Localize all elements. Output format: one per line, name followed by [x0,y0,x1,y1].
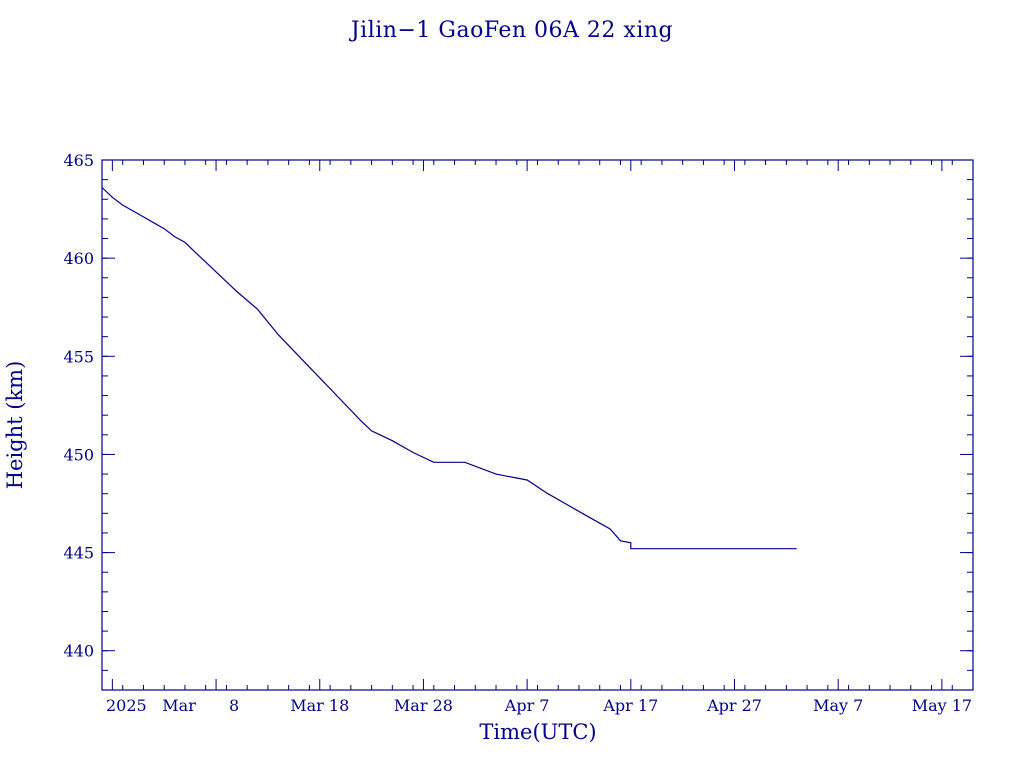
x-tick-label: Apr 27 [706,696,762,715]
height-series-line [101,187,797,550]
y-tick-label: 460 [63,249,94,268]
x-tick-label: 8 [229,696,239,715]
y-tick-label: 465 [63,151,94,170]
x-tick-label: Mar 28 [394,696,453,715]
x-tick-label: Apr 17 [602,696,658,715]
x-tick-label: Mar 18 [290,696,349,715]
y-tick-label: 455 [63,347,94,366]
chart-title: Jilin−1 GaoFen 06A 22 xing [349,18,673,43]
x-tick-label: Mar [162,696,196,715]
tick-labels: 2025 Mar 8 Mar 18 Mar 28 Apr 7 Apr 17 Apr 27 May… [63,151,972,715]
axis-ticks [101,159,974,691]
x-tick-label: Apr 7 [504,696,550,715]
plot-frame [101,159,974,691]
y-tick-label: 450 [63,445,94,464]
x-axis-label: Time(UTC) [479,720,596,744]
y-tick-label: 445 [63,544,94,563]
y-axis-label: Height (km) [3,361,27,490]
x-tick-label: May 17 [912,696,972,715]
x-tick-label: May 7 [813,696,863,715]
y-tick-label: 440 [63,642,94,661]
x-tick-label: 2025 [106,696,147,715]
